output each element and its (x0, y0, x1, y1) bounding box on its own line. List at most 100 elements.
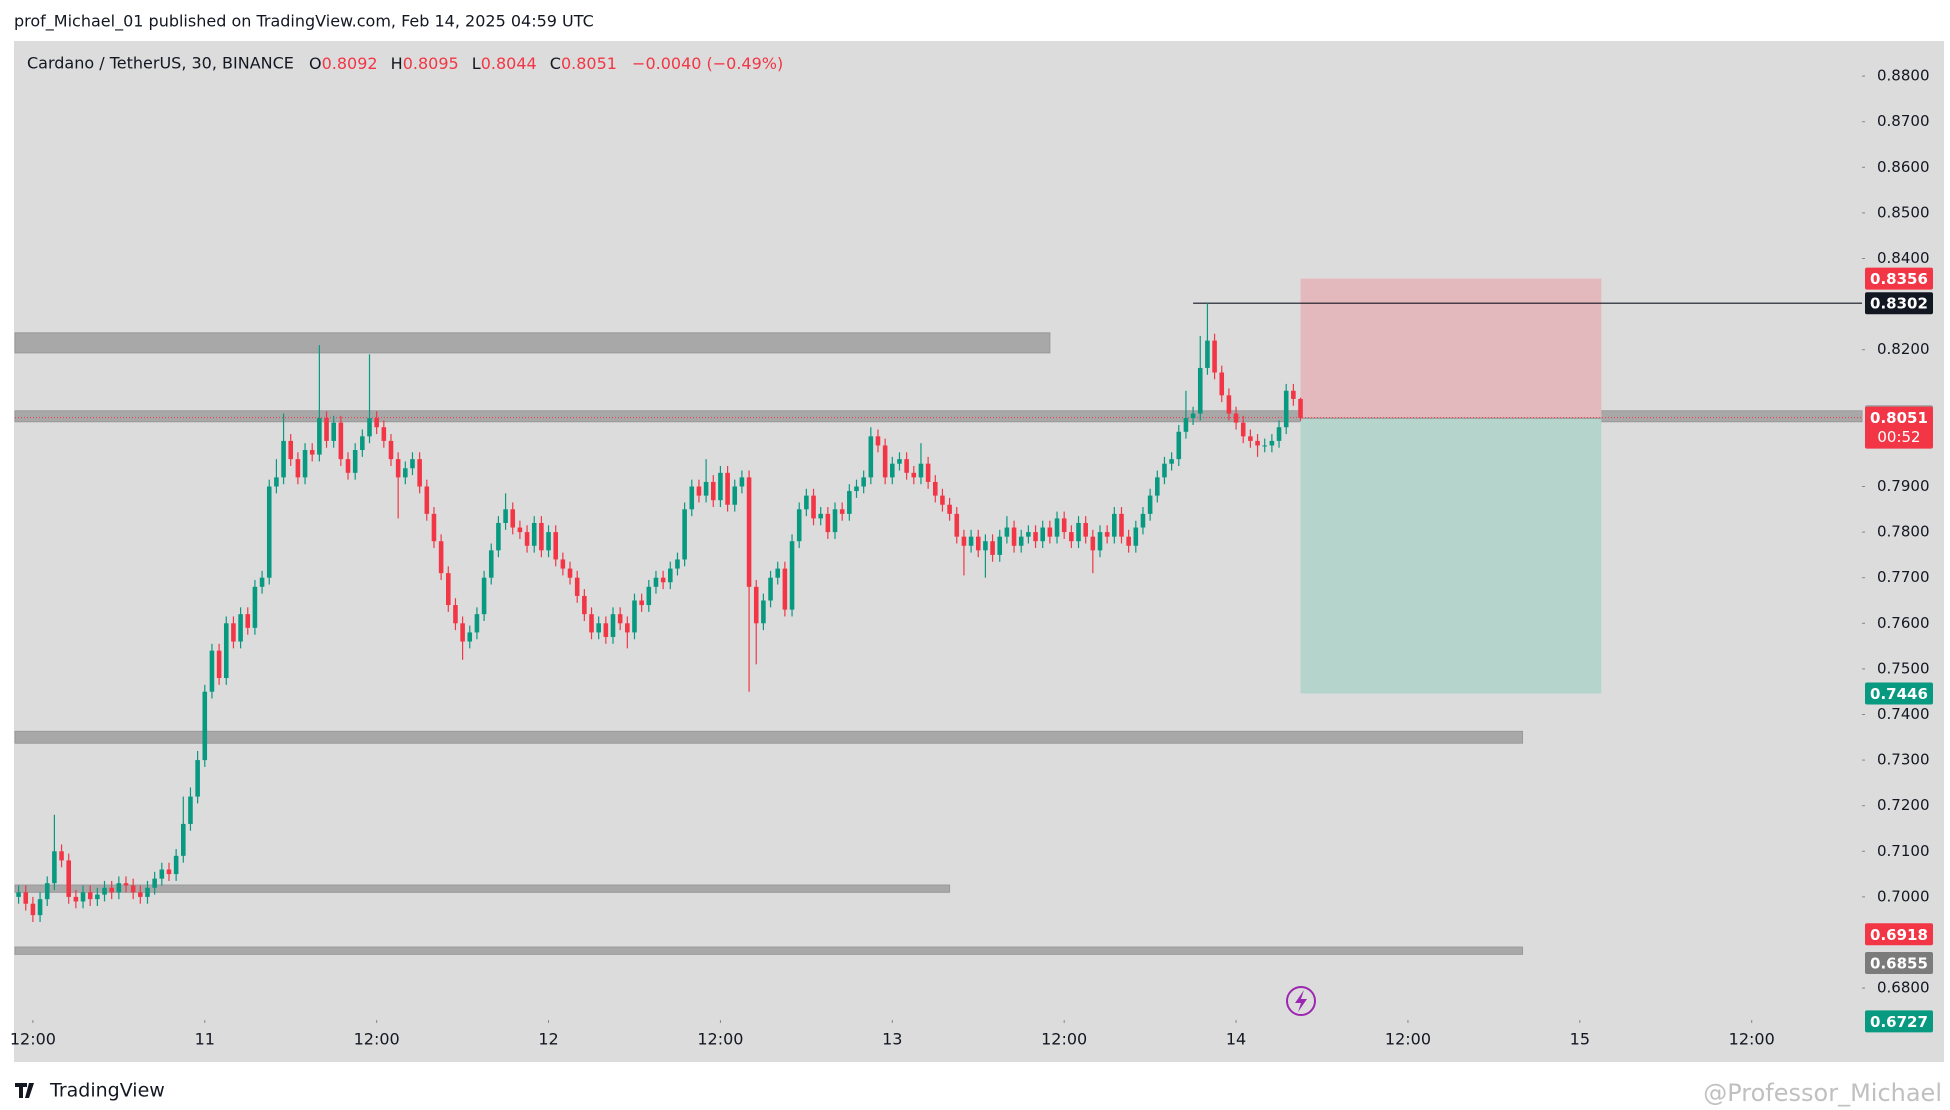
y-tick-label: 0.8500 (1877, 203, 1930, 221)
candle-body (474, 614, 480, 633)
candle-body (395, 459, 401, 478)
price-label: 0.8356 (1870, 270, 1928, 288)
x-tick-label: 12 (538, 1030, 558, 1049)
candle-body (166, 869, 172, 875)
alert-bolt (1295, 990, 1307, 1012)
plot: 0.8800 0.8700 0.8600 0.8500 0.8400 0.8200 0.79… (10, 67, 1933, 1049)
candle-body (1004, 527, 1010, 537)
candle-body (868, 436, 874, 478)
candle-body (1126, 536, 1131, 546)
candle-body (710, 481, 716, 501)
price-label-box (1865, 1010, 1933, 1033)
candle-body (403, 468, 408, 478)
price-label-box (1865, 267, 1933, 290)
x-tick-label: 12:00 (697, 1030, 743, 1049)
y-tick-label: 0.7200 (1877, 796, 1930, 814)
candle-body (804, 495, 809, 510)
candle-body (832, 509, 838, 533)
candle-body (496, 522, 501, 551)
candle-body (1240, 422, 1246, 437)
y-tick-label: 0.8700 (1877, 112, 1930, 130)
change: −0.0040 (−0.49%) (632, 54, 783, 73)
candle-body (417, 459, 422, 487)
candle-body (37, 899, 43, 916)
last-price-box (1865, 406, 1933, 449)
candle-body (517, 527, 523, 533)
candle-body (281, 440, 286, 478)
candle-body (689, 486, 695, 510)
candle-body (381, 427, 387, 441)
candle-body (596, 623, 601, 633)
header-text: prof_Michael_01 published on TradingView… (14, 12, 594, 32)
candle-body (30, 903, 36, 916)
x-tick-label: 14 (1226, 1030, 1246, 1049)
candle-body (1169, 459, 1174, 464)
o-label: O (309, 54, 322, 73)
candle-body (1262, 445, 1268, 447)
header-bar (0, 0, 1950, 41)
candle-body (653, 577, 659, 587)
candle-body (897, 459, 902, 464)
candle-body (1061, 518, 1067, 533)
price-label: 0.6727 (1870, 1013, 1928, 1031)
candle-body (510, 509, 516, 528)
candle-body (1090, 536, 1096, 551)
candle-body (639, 600, 644, 606)
candle-body (331, 422, 336, 441)
candle-body (975, 536, 981, 551)
x-tick-label: 15 (1570, 1030, 1590, 1049)
x-tick-label: 12:00 (10, 1030, 56, 1049)
candle-body (309, 450, 315, 455)
candle-body (209, 650, 215, 692)
candle-body (796, 509, 802, 542)
candle-body (431, 513, 437, 542)
candle-body (438, 541, 444, 574)
candle-body (603, 623, 609, 637)
candle-body (159, 869, 165, 879)
last-price-label: 0.8051 (1870, 409, 1928, 427)
candle-body (1133, 527, 1139, 546)
candle-body (696, 486, 702, 496)
candle-body (1255, 440, 1260, 446)
price-label-box (1865, 292, 1933, 315)
candle-body (1018, 536, 1024, 546)
candle-body (1283, 390, 1289, 428)
candle-body (1119, 513, 1124, 537)
candle-body (66, 860, 72, 897)
candle-body (761, 600, 766, 624)
candle-body (73, 896, 79, 902)
candle-body (1154, 477, 1160, 496)
candle-body (1011, 527, 1017, 546)
candle-body (1298, 398, 1303, 418)
candle-body (87, 892, 93, 900)
candle-body (1162, 463, 1167, 478)
candle-body (1233, 413, 1239, 423)
y-tick-label: 0.7600 (1877, 614, 1930, 632)
candle-body (410, 459, 415, 469)
candle-body (223, 623, 229, 679)
candle-body (811, 495, 816, 519)
zone (14, 332, 1051, 354)
h-label: H (391, 54, 403, 73)
candle-body (768, 577, 773, 601)
candle-body (460, 623, 465, 642)
candle-body (625, 623, 630, 633)
candle-body (1248, 436, 1253, 441)
candle-body (947, 504, 952, 514)
candle-body (582, 595, 587, 615)
candle-body (997, 536, 1003, 555)
candle-body (424, 486, 430, 514)
position-target (1300, 418, 1602, 694)
candle-body (1190, 413, 1196, 419)
y-tick-label: 0.7900 (1877, 477, 1930, 495)
candle-body (1033, 532, 1038, 542)
candle-body (882, 445, 888, 478)
candle-body (352, 450, 358, 473)
countdown: 00:52 (1877, 428, 1920, 446)
l-label: L (472, 54, 481, 73)
y-tick-label: 0.7800 (1877, 523, 1930, 541)
candle-body (345, 459, 351, 473)
x-tick-label: 12:00 (1729, 1030, 1775, 1049)
candle-body (1226, 395, 1232, 414)
